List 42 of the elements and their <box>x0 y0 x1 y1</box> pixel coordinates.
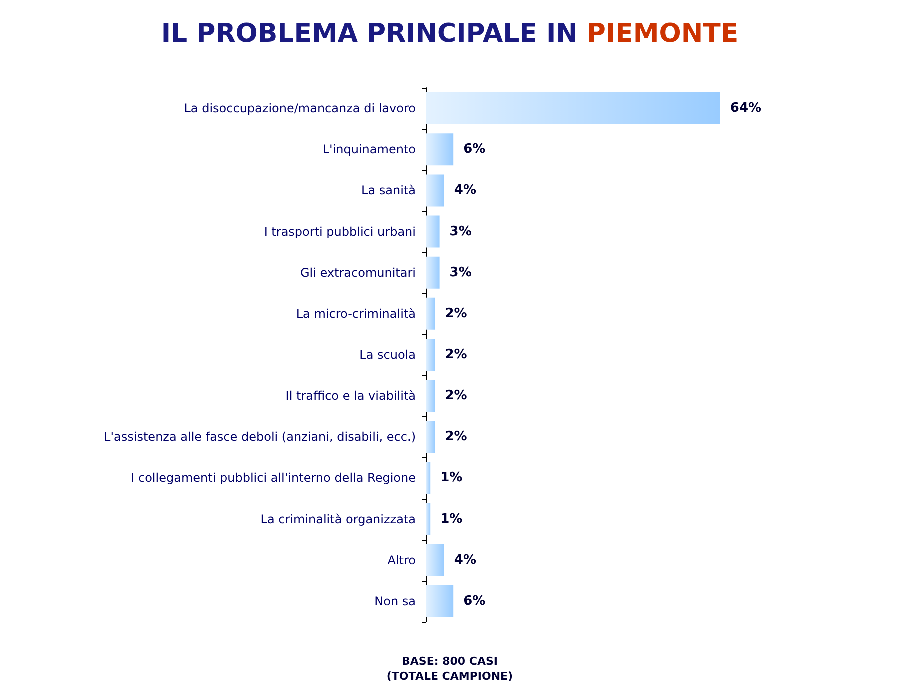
bar <box>426 585 454 618</box>
bar <box>426 216 440 248</box>
data-label: 64% <box>730 101 762 116</box>
y-tick-label: Non sa <box>374 594 416 608</box>
y-tick-label: Altro <box>388 553 416 568</box>
text: BASE: 800 CASI <box>402 655 498 668</box>
data-label: 6% <box>464 142 486 158</box>
data-label: 2% <box>445 348 468 362</box>
bar <box>426 256 440 289</box>
bar <box>426 544 444 576</box>
data-label: 4% <box>454 552 476 568</box>
bar <box>426 380 436 412</box>
y-tick-label: La criminalità organizzata <box>260 512 416 526</box>
y-tick-label: L'assistenza alle fasce deboli (anziani, disabili, ecc.) <box>104 430 416 444</box>
y-tick-label: La micro-criminalità <box>296 306 416 321</box>
y-tick-label: La sanità <box>362 184 416 198</box>
y-tick-label: La disoccupazione/mancanza di lavoro <box>184 102 416 116</box>
chart-title: IL PROBLEMA PRINCIPALE IN PIEMONTE <box>161 19 739 49</box>
data-label: 4% <box>454 183 476 198</box>
bar <box>426 421 436 454</box>
data-label: 3% <box>450 265 472 280</box>
y-tick-label: Il traffico e la viabilità <box>286 389 416 404</box>
bar <box>426 92 720 125</box>
bar <box>426 134 454 166</box>
data-label: 3% <box>450 224 472 240</box>
data-label: 6% <box>464 594 486 609</box>
bar <box>426 462 431 494</box>
y-tick-label: Gli extracomunitari <box>300 266 416 280</box>
y-tick-label: I trasporti pubblici urbani <box>264 224 416 239</box>
bar <box>426 503 431 536</box>
y-tick-label: L'inquinamento <box>322 142 416 157</box>
data-label: 2% <box>445 430 468 445</box>
data-label: 2% <box>445 306 468 322</box>
y-tick-label: La scuola <box>360 348 416 362</box>
y-tick-label: I collegamenti pubblici all'interno della Regione <box>131 471 416 486</box>
data-label: 1% <box>440 470 463 486</box>
data-label: 1% <box>440 512 463 527</box>
bar <box>426 339 436 371</box>
data-label: 2% <box>445 388 468 404</box>
bar <box>426 174 444 207</box>
text: (TOTALE CAMPIONE) <box>386 670 514 683</box>
bar <box>426 298 436 330</box>
